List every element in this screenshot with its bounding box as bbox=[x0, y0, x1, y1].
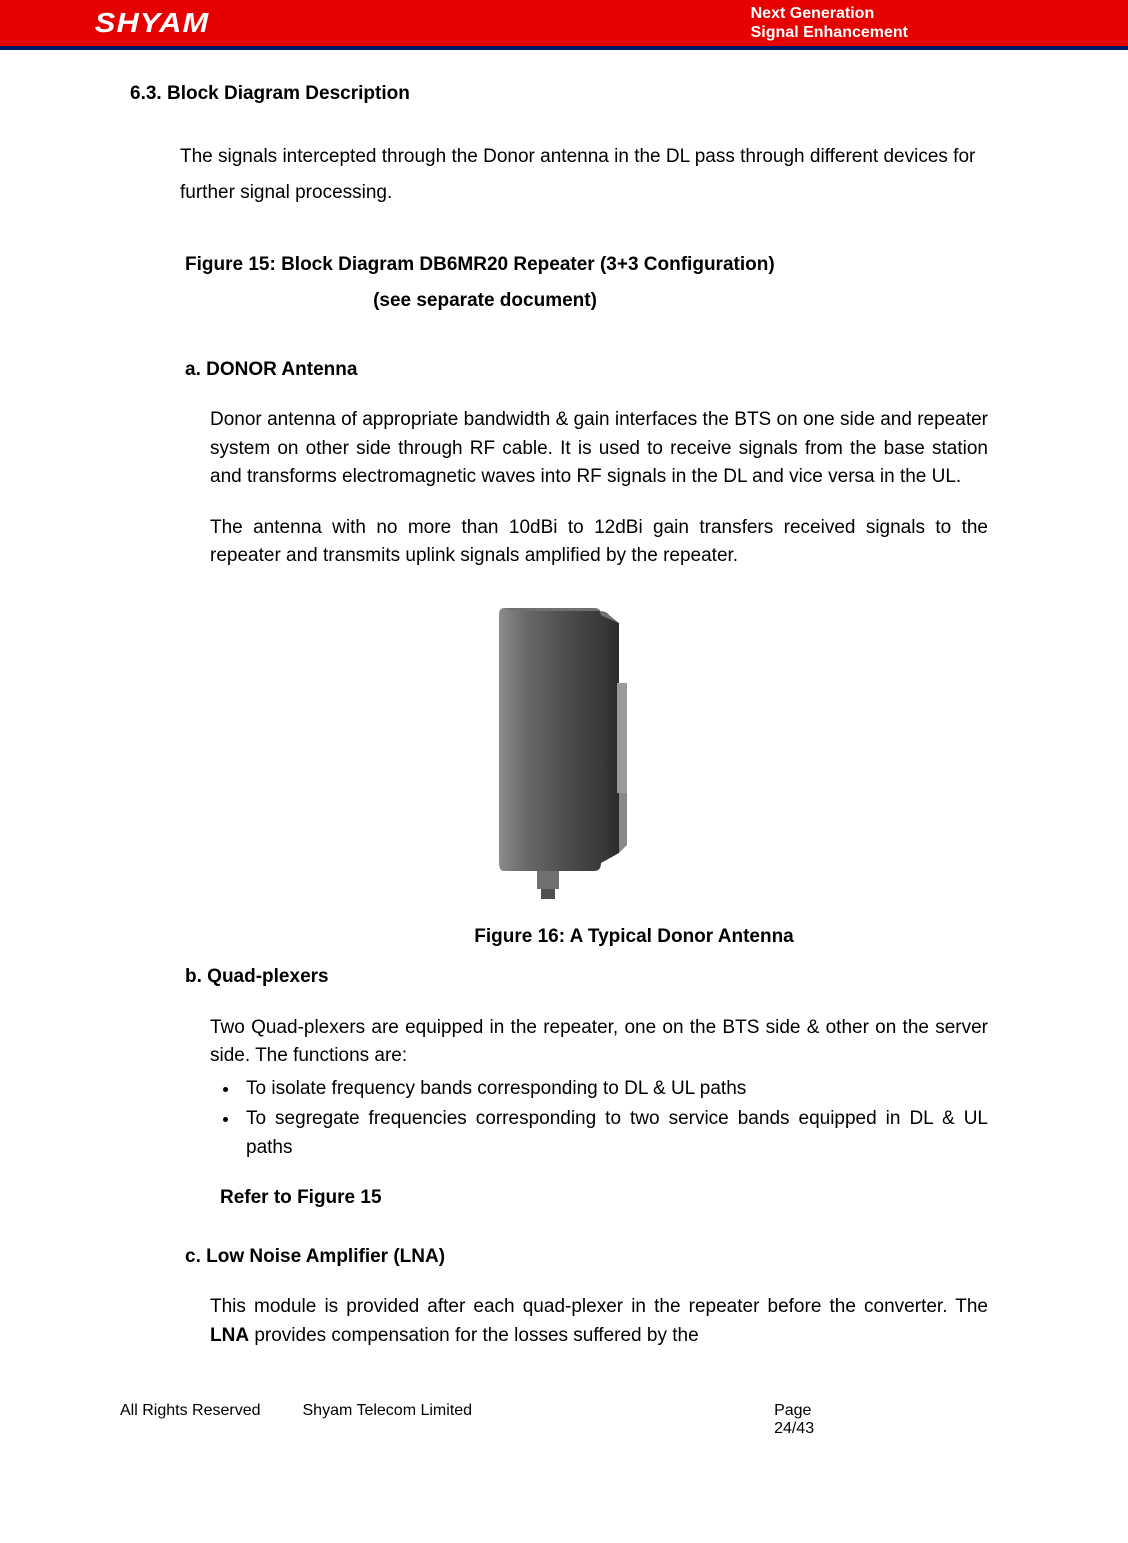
figure16-caption: Figure 16: A Typical Donor Antenna bbox=[260, 923, 1008, 952]
donor-p1: Donor antenna of appropriate bandwidth &… bbox=[210, 406, 988, 492]
lna-p1-before: This module is provided after each quad-… bbox=[210, 1296, 988, 1317]
logo: SHYAM bbox=[95, 7, 209, 39]
antenna-image bbox=[459, 593, 679, 903]
tagline-line2: Signal Enhancement bbox=[751, 23, 908, 42]
donor-p2: The antenna with no more than 10dBi to 1… bbox=[210, 514, 988, 571]
lna-heading: c. Low Noise Amplifier (LNA) bbox=[185, 1243, 1008, 1272]
list-item: To isolate frequency bands corresponding… bbox=[240, 1075, 988, 1104]
donor-heading: a. DONOR Antenna bbox=[185, 356, 1008, 385]
section-heading: 6.3. Block Diagram Description bbox=[130, 80, 1008, 109]
page-content: 6.3. Block Diagram Description The signa… bbox=[0, 50, 1128, 1392]
quad-bullets: To isolate frequency bands corresponding… bbox=[240, 1075, 988, 1163]
page-footer: All Rights Reserved Shyam Telecom Limite… bbox=[0, 1392, 1128, 1458]
lna-bold: LNA bbox=[210, 1325, 249, 1346]
header-tagline: Next Generation Signal Enhancement bbox=[751, 4, 1088, 42]
footer-page-value: 24/43 bbox=[774, 1420, 814, 1438]
footer-page-label: Page bbox=[774, 1402, 814, 1420]
lna-p1: This module is provided after each quad-… bbox=[210, 1293, 988, 1350]
tagline-line1: Next Generation bbox=[751, 4, 908, 23]
quad-heading: b. Quad-plexers bbox=[185, 963, 1008, 992]
list-item: To segregate frequencies corresponding t… bbox=[240, 1105, 988, 1162]
footer-rights: All Rights Reserved bbox=[120, 1402, 261, 1438]
header-band: SHYAM Next Generation Signal Enhancement bbox=[0, 0, 1128, 50]
antenna-figure bbox=[130, 593, 1008, 903]
lna-p1-after: provides compensation for the losses suf… bbox=[249, 1325, 699, 1346]
quad-p1: Two Quad-plexers are equipped in the rep… bbox=[210, 1014, 988, 1071]
footer-page: Page 24/43 bbox=[774, 1402, 814, 1438]
figure15-subtitle: (see separate document) bbox=[185, 287, 785, 316]
figure15-title: Figure 15: Block Diagram DB6MR20 Repeate… bbox=[185, 251, 1008, 280]
refer-figure: Refer to Figure 15 bbox=[220, 1184, 1008, 1213]
footer-company: Shyam Telecom Limited bbox=[303, 1402, 473, 1438]
intro-paragraph: The signals intercepted through the Dono… bbox=[180, 139, 1008, 211]
